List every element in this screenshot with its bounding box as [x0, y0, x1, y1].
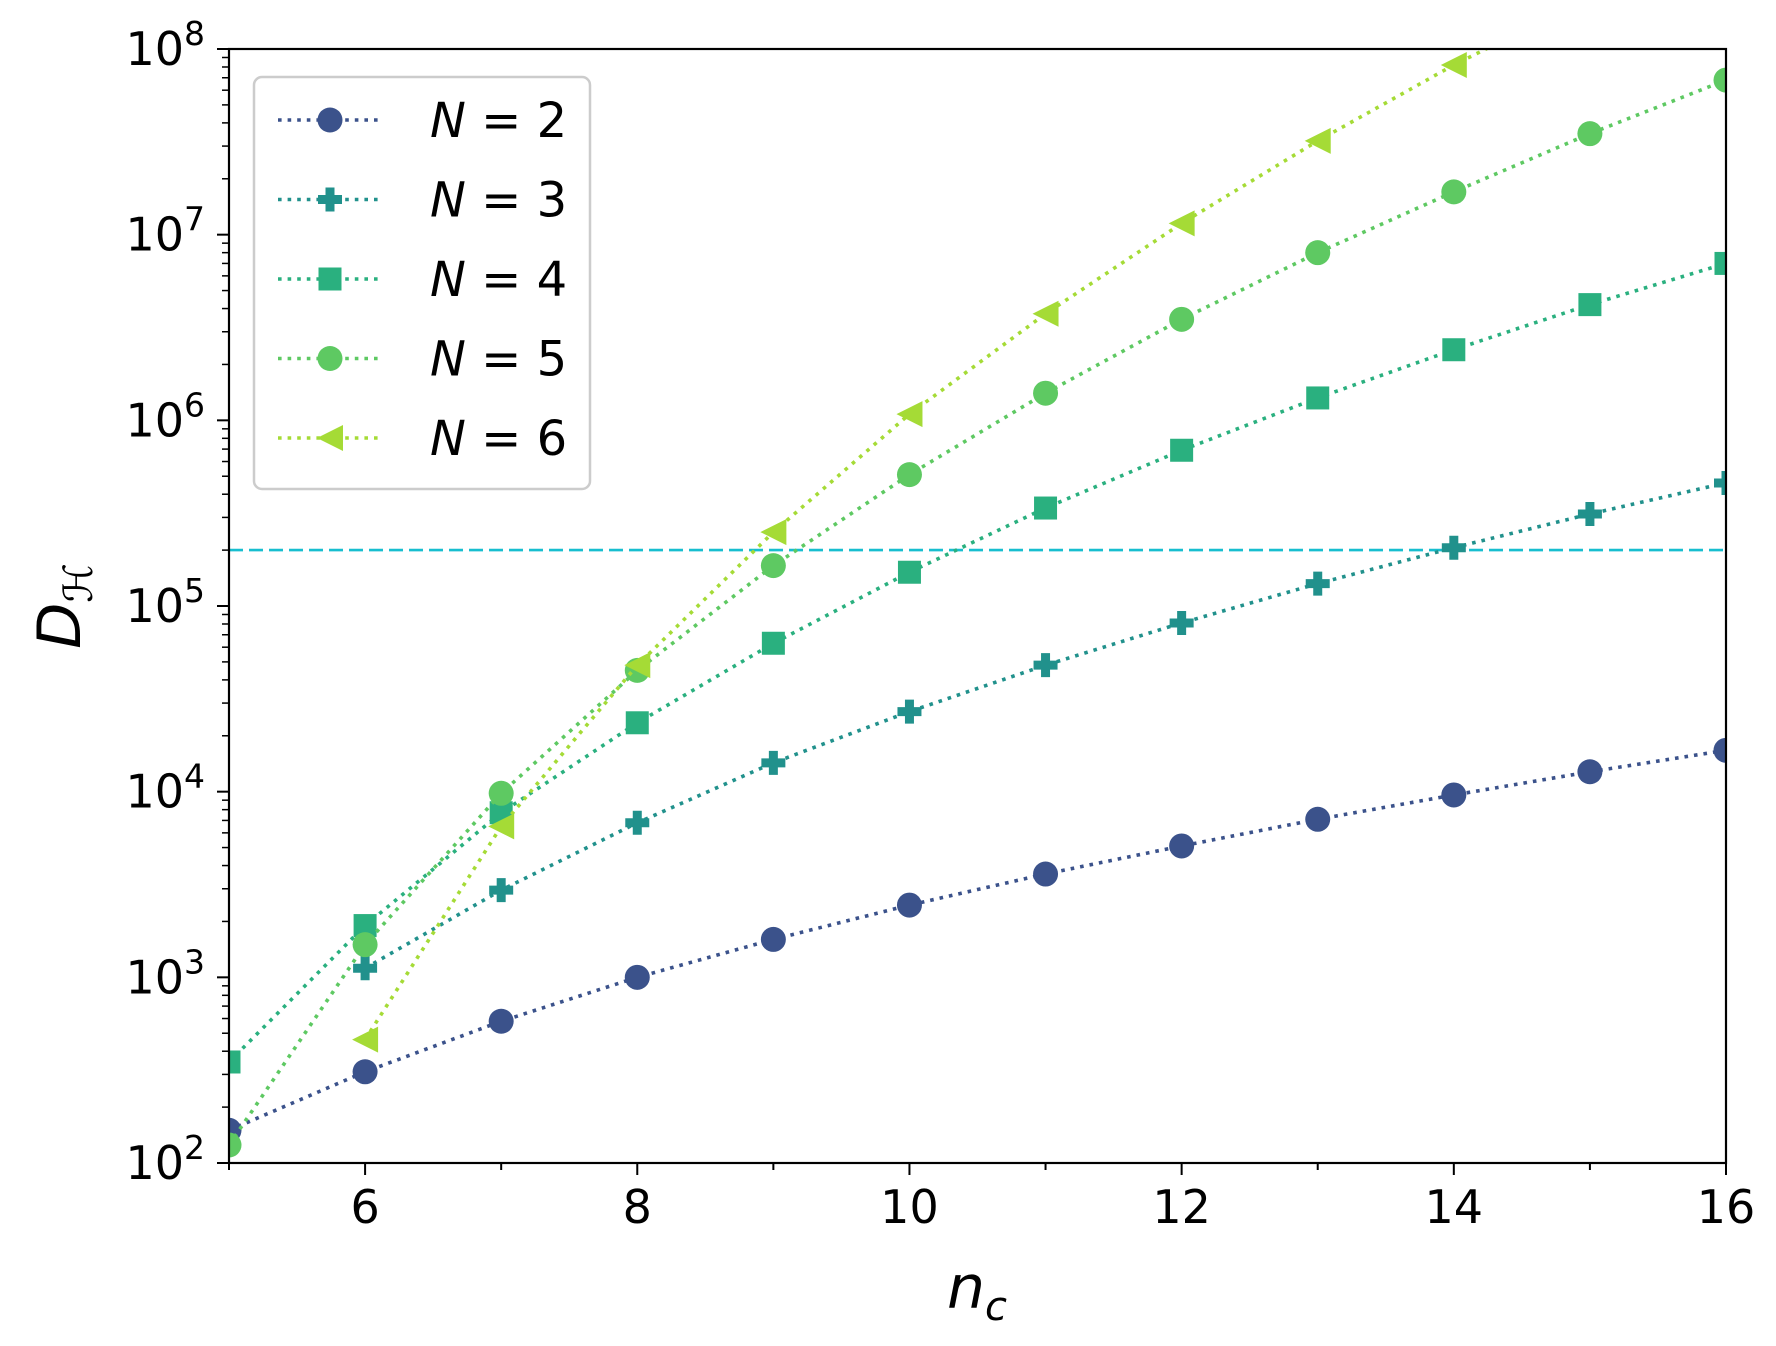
x-axis-label: nc — [947, 1253, 1007, 1330]
y-tick-label: 105 — [125, 571, 205, 633]
series-layer — [229, 0, 1726, 1158]
series-6 — [352, 0, 1603, 1053]
x-tick-label: 16 — [1697, 1180, 1756, 1234]
data-point — [1442, 338, 1466, 362]
data-point — [489, 878, 514, 903]
data-point — [1713, 67, 1726, 93]
legend-label: N = 2 — [430, 93, 567, 149]
legend-box — [252, 75, 592, 491]
y-tick-label: 106 — [125, 385, 205, 447]
legend-entry-5: N = 5 — [278, 332, 567, 388]
data-point — [1714, 470, 1726, 495]
data-point — [488, 813, 515, 840]
data-point — [1033, 861, 1059, 887]
data-point — [760, 926, 786, 952]
data-point — [896, 401, 923, 428]
series-4 — [229, 251, 1726, 1074]
axis-layer: 6 8 10 12 14 16 102 103 104 105 106 107 108 — [125, 14, 1755, 1234]
series-line — [229, 78, 1726, 1147]
data-point — [1713, 737, 1726, 763]
legend-entry-6: N = 6 — [278, 411, 567, 467]
data-point — [624, 964, 650, 990]
y-tick-label: 104 — [125, 757, 205, 819]
data-point — [897, 560, 921, 584]
data-point — [760, 553, 786, 579]
data-point — [896, 892, 922, 918]
data-point — [1440, 52, 1467, 79]
series-line — [229, 748, 1726, 1132]
data-point — [1304, 127, 1331, 154]
data-point — [1169, 306, 1195, 332]
x-tick-label: 8 — [623, 1180, 652, 1234]
data-point — [1169, 610, 1194, 635]
data-point — [1577, 0, 1603, 10]
data-point — [1441, 535, 1466, 560]
legend-entry-2: N = 2 — [278, 93, 567, 149]
data-point — [1033, 653, 1058, 678]
data-point — [1033, 380, 1059, 406]
data-point — [1305, 806, 1331, 832]
data-point — [1578, 293, 1602, 317]
y-tick-label: 107 — [125, 200, 205, 262]
data-point — [352, 1026, 379, 1053]
data-point — [229, 1050, 241, 1074]
data-point — [761, 631, 785, 655]
x-tick-label: 10 — [880, 1180, 939, 1234]
data-point — [1441, 179, 1467, 205]
data-point — [1577, 501, 1602, 526]
legend: N = 2 N = 3 N = 4 N = 5 N = 6 — [252, 75, 592, 491]
data-point — [488, 780, 514, 806]
x-tick-label: 6 — [350, 1180, 379, 1234]
data-point — [352, 1059, 378, 1085]
data-point — [760, 519, 787, 546]
legend-marker — [318, 187, 342, 212]
legend-label: N = 4 — [430, 252, 567, 308]
legend-marker — [317, 346, 343, 371]
data-point — [1034, 496, 1058, 520]
data-point — [1306, 386, 1330, 410]
legend-entry-3: N = 3 — [278, 173, 567, 229]
data-point — [229, 1132, 242, 1158]
data-point — [1441, 782, 1467, 808]
y-tick-label: 102 — [125, 1128, 205, 1190]
series-2 — [229, 737, 1726, 1143]
legend-label: N = 6 — [430, 411, 567, 467]
data-point — [624, 652, 651, 679]
data-point — [1305, 240, 1331, 266]
legend-marker — [317, 107, 343, 133]
data-point — [625, 711, 649, 735]
data-point — [1577, 759, 1603, 785]
series-line — [363, 49, 1490, 1041]
data-point — [625, 810, 650, 835]
legend-label: N = 5 — [430, 332, 567, 388]
x-tick-label: 12 — [1152, 1180, 1211, 1234]
data-point — [1032, 300, 1059, 327]
y-axis-label: Dℋ — [25, 563, 102, 649]
data-point — [1169, 833, 1195, 859]
data-point — [353, 956, 378, 981]
data-point — [1577, 121, 1603, 147]
legend-label: N = 3 — [430, 173, 567, 229]
legend-marker — [317, 425, 343, 451]
x-tick-label: 14 — [1425, 1180, 1484, 1234]
data-point — [1305, 571, 1330, 596]
data-point — [488, 1008, 514, 1034]
y-tick-label: 103 — [125, 942, 205, 1004]
data-point — [1714, 251, 1726, 275]
series-3 — [353, 470, 1726, 981]
data-point — [897, 699, 922, 724]
y-tick-label: 108 — [125, 14, 205, 76]
legend-marker — [318, 267, 342, 291]
data-point — [761, 750, 786, 775]
data-point — [353, 914, 377, 938]
data-point — [896, 462, 922, 488]
series-line — [364, 481, 1726, 970]
data-point — [1170, 438, 1194, 462]
legend-entry-4: N = 4 — [278, 252, 567, 308]
data-point — [1168, 210, 1195, 237]
data-point — [352, 932, 378, 958]
